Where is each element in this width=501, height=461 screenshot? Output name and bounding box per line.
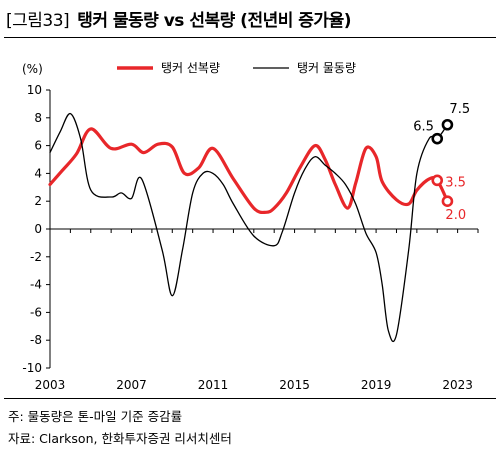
title-rule [4,37,496,38]
legend-label-supply: 탱커 선복량 [161,61,220,75]
y-tick-label: 10 [27,83,42,97]
note-text: 주: 물동량은 톤-마일 기준 증감률 [8,409,183,424]
y-tick-label: -10 [22,361,42,375]
y-tick-label: 0 [34,222,42,236]
x-tick-label: 2011 [198,378,229,392]
y-tick-label: -8 [30,333,42,347]
data-point-marker-supply [441,195,454,207]
source-text: 자료: Clarkson, 한화투자증권 리서치센터 [8,431,232,446]
y-tick-label: 6 [34,139,42,153]
data-point-marker-supply [431,174,444,187]
y-tick-label: -6 [30,305,42,319]
figure-title-text: 탱커 물동량 vs 선복량 (전년비 증가율) [77,11,351,31]
y-tick-label: 2 [34,194,42,208]
y-tick-label: 4 [34,166,42,180]
x-tick-label: 2019 [361,378,392,392]
x-tick-label: 2007 [116,378,147,392]
series-line-demand [49,112,449,343]
x-tick-label: 2003 [35,378,66,392]
series-line-supply [48,127,449,215]
x-tick-label: 2015 [279,378,310,392]
figure-tag: [그림33] [6,11,70,31]
y-tick-label: -2 [30,250,42,264]
y-tick-label: 8 [34,111,42,125]
y-axis-unit-label: (%) [22,62,43,76]
data-point-marker-demand [431,132,444,145]
y-tick-label: -4 [30,278,42,292]
data-label-demand: 7.5 [449,102,470,117]
data-label-demand: 6.5 [413,120,434,135]
legend-label-demand: 탱커 물동량 [297,61,356,75]
x-tick-label: 2023 [442,378,473,392]
data-label-supply: 2.0 [445,208,466,223]
figure-title: [그림33] 탱커 물동량 vs 선복량 (전년비 증가율) [6,6,351,31]
data-point-marker-demand [441,118,454,131]
footer-rule [4,398,496,399]
data-label-supply: 3.5 [445,175,466,190]
